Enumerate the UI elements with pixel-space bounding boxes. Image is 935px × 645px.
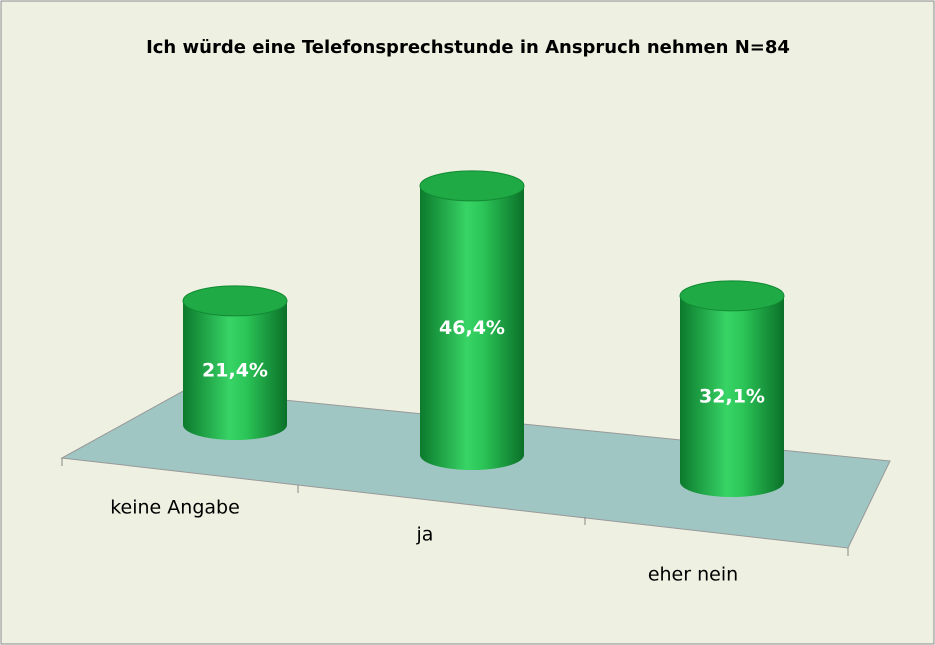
bar-top xyxy=(419,170,525,202)
value-label: 32,1% xyxy=(699,385,765,407)
x-tick-label: eher nein xyxy=(648,564,738,586)
bar xyxy=(420,185,524,470)
chart-title: Ich würde eine Telefonsprechstunde in An… xyxy=(146,37,790,58)
bar xyxy=(680,295,784,497)
value-label: 46,4% xyxy=(439,317,505,339)
bar-top xyxy=(679,280,785,312)
x-tick-label: ja xyxy=(416,524,434,546)
value-label: 21,4% xyxy=(202,359,268,381)
axis-ticks xyxy=(61,458,849,556)
bar xyxy=(183,300,287,440)
bar-top xyxy=(182,285,288,317)
x-tick-label: keine Angabe xyxy=(110,497,240,519)
